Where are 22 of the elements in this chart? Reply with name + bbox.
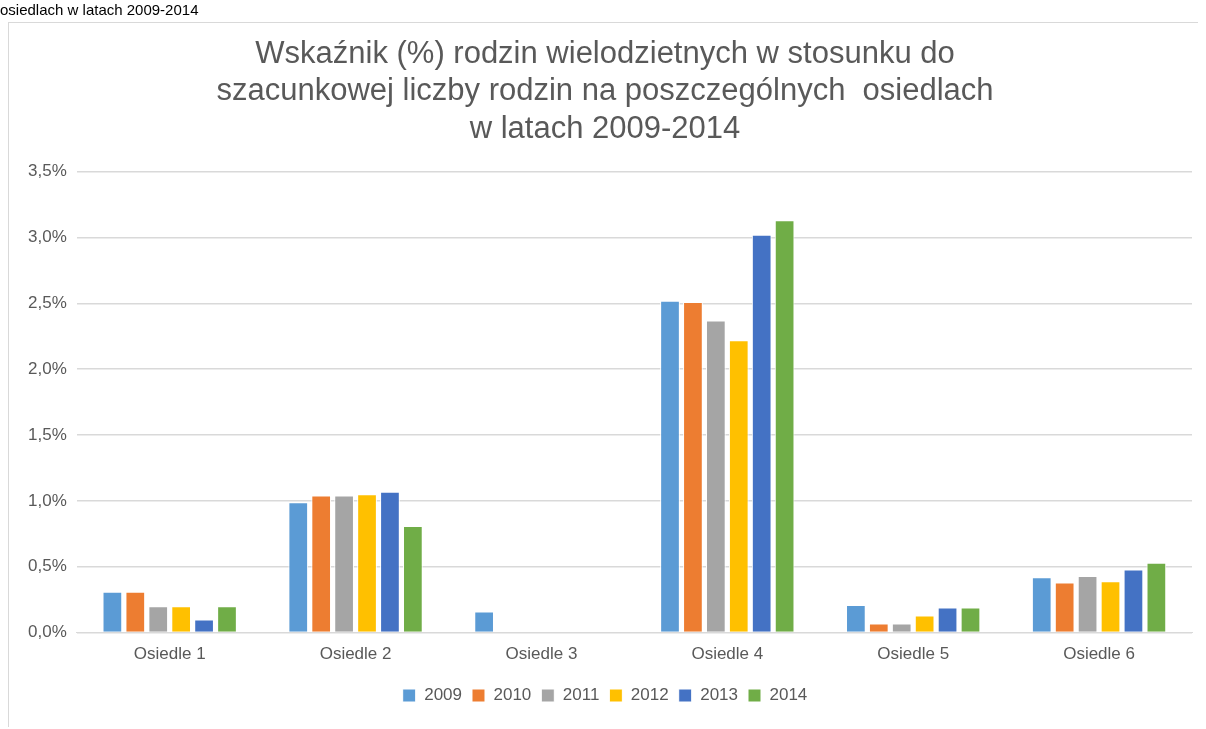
- y-tick-label: 2,5%: [28, 293, 67, 312]
- y-tick-label: 3,0%: [28, 227, 67, 247]
- x-tick-label: Osiedle 6: [1063, 644, 1135, 664]
- x-tick-label: Osiedle 1: [133, 644, 206, 664]
- y-tick-label: 2,0%: [28, 358, 67, 378]
- x-tick-label: Osiedle 2: [319, 644, 392, 664]
- y-tick-label: 3,5%: [28, 161, 67, 181]
- legend-label: 2009: [424, 685, 462, 705]
- y-tick-label: 1,5%: [28, 424, 67, 444]
- y-tick-label: 0,0%: [28, 622, 67, 642]
- legend-label: 2011: [562, 685, 600, 705]
- legend-label: 2014: [769, 685, 808, 705]
- legend-label: 2012: [630, 685, 669, 705]
- text: osiedlach w latach 2009-2014: [0, 0, 199, 20]
- chart-title: Wskaźnik (%) rodzin wielodzietnych w stosunku do szacunkowej liczby rodzin na poszczególnych osiedlach w latach 2009-2014: [216, 35, 994, 145]
- legend-label: 2013: [700, 685, 739, 705]
- x-tick-label: Osiedle 3: [505, 644, 578, 664]
- y-tick-label: 1,0%: [28, 490, 67, 510]
- legend-label: 2010: [493, 685, 532, 705]
- x-tick-label: Osiedle 4: [691, 644, 764, 664]
- y-tick-label: 0,5%: [28, 556, 67, 576]
- x-tick-label: Osiedle 5: [877, 644, 950, 664]
